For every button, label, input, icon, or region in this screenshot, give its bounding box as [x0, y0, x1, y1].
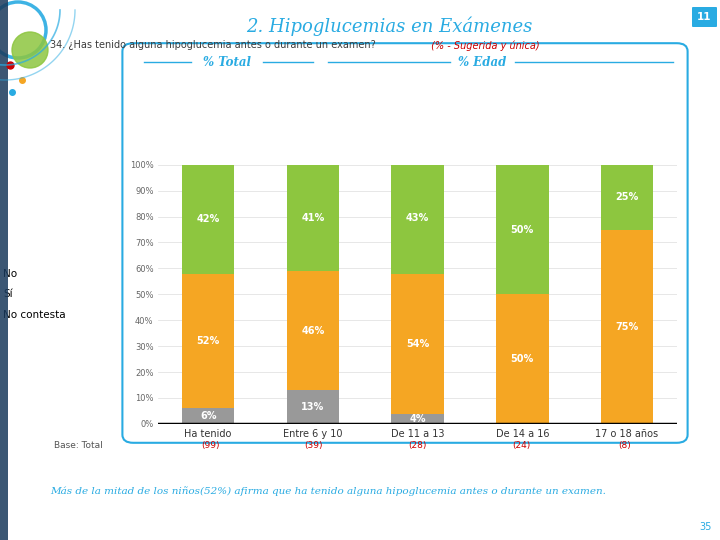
Text: 6%: 6% — [200, 411, 217, 421]
Text: (% - Sugerida y única): (% - Sugerida y única) — [428, 40, 540, 51]
Text: (99): (99) — [201, 441, 220, 450]
Text: (39): (39) — [305, 441, 323, 450]
Legend: No, Sí, No contesta: No, Sí, No contesta — [0, 268, 66, 320]
Text: 52%: 52% — [197, 336, 220, 346]
Text: % Edad: % Edad — [458, 56, 507, 69]
Text: 50%: 50% — [510, 354, 534, 364]
Bar — [392, 414, 444, 424]
Text: Más de la mitad de los niños(52%) afirma que ha tenido alguna hipoglucemia antes: Más de la mitad de los niños(52%) afirma… — [50, 487, 606, 496]
Bar — [392, 274, 444, 414]
Bar — [287, 271, 339, 390]
Text: Base: Total: Base: Total — [54, 441, 103, 450]
Bar — [496, 165, 549, 294]
Text: (28): (28) — [408, 441, 427, 450]
Text: 43%: 43% — [406, 213, 429, 223]
Bar — [182, 165, 234, 274]
Text: (24): (24) — [512, 441, 531, 450]
FancyBboxPatch shape — [0, 0, 8, 540]
Bar — [182, 274, 234, 408]
Text: 42%: 42% — [197, 214, 220, 224]
Text: 54%: 54% — [406, 339, 429, 348]
Text: 4%: 4% — [410, 414, 426, 424]
Bar — [601, 165, 653, 230]
Text: 25%: 25% — [616, 192, 639, 202]
Text: (8): (8) — [618, 441, 631, 450]
Bar — [392, 162, 444, 274]
Text: 75%: 75% — [616, 322, 639, 332]
Text: % Total: % Total — [203, 56, 251, 69]
Bar — [496, 294, 549, 424]
Text: 11: 11 — [697, 12, 712, 22]
Bar — [601, 230, 653, 424]
Text: 35: 35 — [700, 522, 712, 532]
Text: 13%: 13% — [301, 402, 325, 412]
Circle shape — [12, 32, 48, 68]
Text: 46%: 46% — [301, 326, 325, 335]
Bar — [287, 390, 339, 424]
Text: 50%: 50% — [510, 225, 534, 234]
Text: 41%: 41% — [301, 213, 325, 223]
Text: 2. Hipoglucemias en Exámenes: 2. Hipoglucemias en Exámenes — [246, 16, 532, 36]
FancyBboxPatch shape — [692, 7, 717, 27]
Bar — [287, 165, 339, 271]
Bar — [182, 408, 234, 424]
Text: 34. ¿Has tenido alguna hipoglucemia antes o durante un examen?: 34. ¿Has tenido alguna hipoglucemia ante… — [50, 40, 376, 51]
